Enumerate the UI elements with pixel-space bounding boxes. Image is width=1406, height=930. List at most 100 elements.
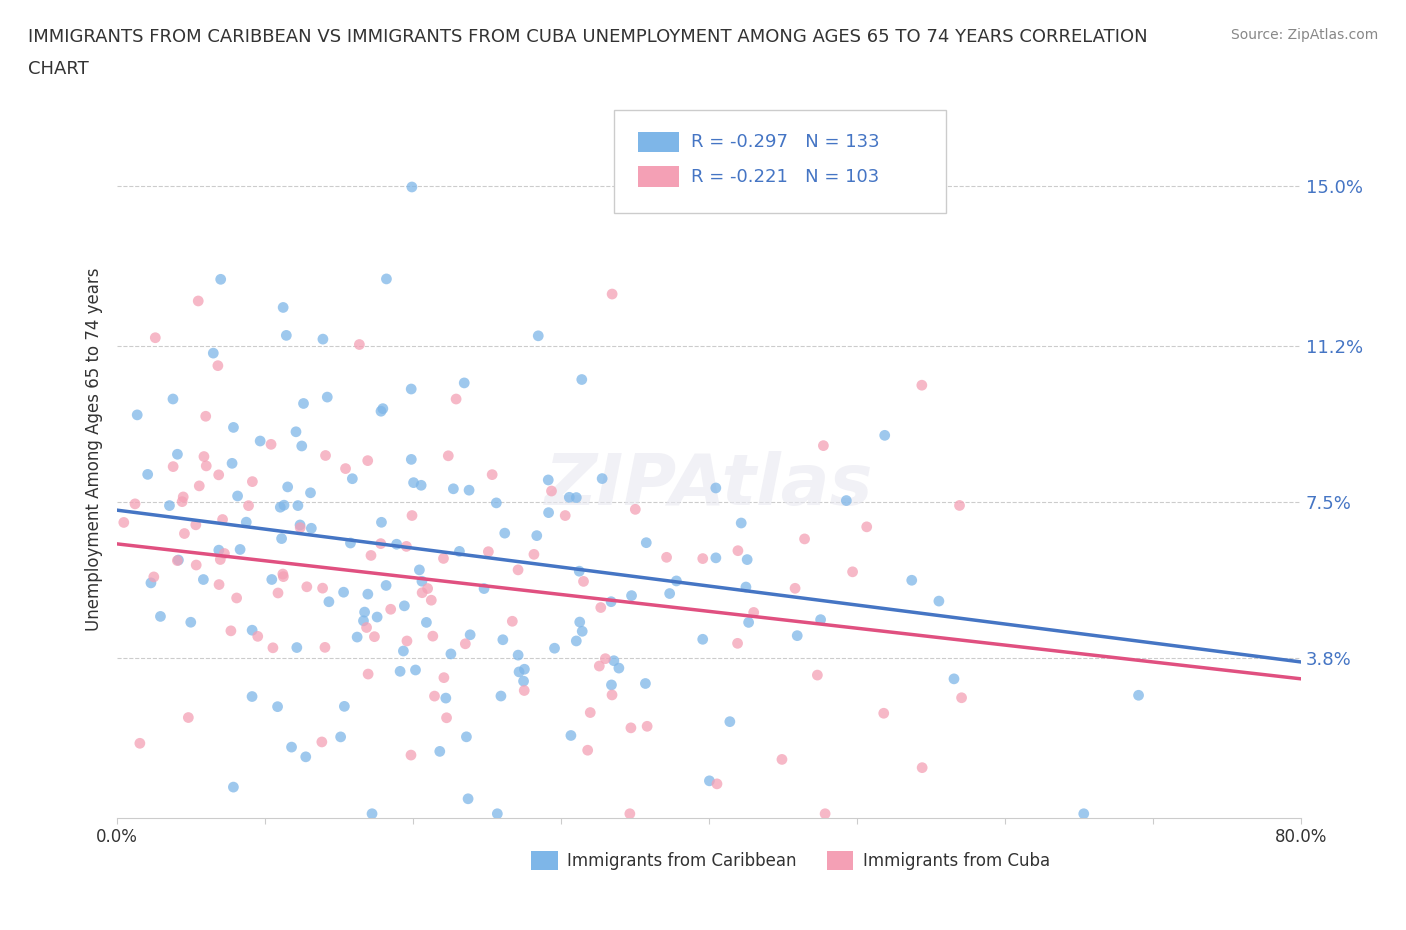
Point [269,499,291,514]
Point [512,673,534,688]
Point [783,581,806,596]
Point [429,744,451,759]
Bar [827,851,853,870]
Point [477,544,499,559]
Point [565,633,588,648]
Point [195,458,218,473]
Text: R = -0.297   N = 133: R = -0.297 N = 133 [692,133,880,151]
Point [568,564,591,578]
Point [143,330,166,345]
Point [349,337,371,352]
Point [636,536,658,551]
Point [395,539,418,554]
Point [579,705,602,720]
Bar [531,851,558,870]
Point [394,598,416,613]
Text: IMMIGRANTS FROM CARIBBEAN VS IMMIGRANTS FROM CUBA UNEMPLOYMENT AMONG AGES 65 TO : IMMIGRANTS FROM CARIBBEAN VS IMMIGRANTS … [28,28,1147,46]
Point [318,594,340,609]
Point [537,472,560,487]
Point [706,777,728,791]
Point [568,615,591,630]
Point [508,647,530,662]
Point [595,651,617,666]
Point [249,433,271,448]
Point [194,409,217,424]
Point [214,546,236,561]
Point [128,736,150,751]
Point [246,629,269,644]
Point [180,615,202,630]
Point [375,578,398,593]
Point [600,687,623,702]
Point [423,688,446,703]
Point [335,461,357,476]
Point [835,493,858,508]
Point [312,332,335,347]
Point [229,542,252,557]
Point [841,565,863,579]
Point [222,420,245,435]
Text: Immigrants from Cuba: Immigrants from Cuba [863,852,1050,870]
Point [458,483,481,498]
Point [730,515,752,530]
Point [634,676,657,691]
Point [928,593,950,608]
Point [727,543,749,558]
Point [401,179,423,194]
Text: Immigrants from Caribbean: Immigrants from Caribbean [567,852,796,870]
Point [704,481,727,496]
Point [526,528,548,543]
Point [692,631,714,646]
Point [375,272,398,286]
Point [727,636,749,651]
Point [911,760,934,775]
Point [360,548,382,563]
Point [315,448,337,463]
Point [911,378,934,392]
Point [202,346,225,361]
Point [139,576,162,591]
Text: CHART: CHART [28,60,89,78]
Point [339,536,361,551]
Text: ZIPAtlas: ZIPAtlas [544,451,873,521]
Point [588,658,610,673]
Point [513,662,536,677]
Point [209,272,232,286]
Point [366,609,388,624]
Point [437,448,460,463]
Point [457,791,479,806]
Point [1073,806,1095,821]
Point [449,544,471,559]
Point [333,699,356,714]
Point [356,620,378,635]
Point [436,711,458,725]
Point [188,478,211,493]
Point [523,547,546,562]
Point [600,594,623,609]
Point [260,572,283,587]
Point [270,531,292,546]
Point [314,640,336,655]
FancyBboxPatch shape [614,110,946,213]
Point [385,537,408,551]
Point [166,446,188,461]
Point [142,569,165,584]
Point [571,624,593,639]
Point [363,630,385,644]
Point [402,475,425,490]
Point [187,294,209,309]
Point [299,485,322,500]
Point [554,508,576,523]
Point [240,474,263,489]
Point [416,581,439,596]
Point [737,615,759,630]
Point [208,578,231,592]
Point [370,537,392,551]
Point [655,550,678,565]
Point [124,497,146,512]
Point [565,490,588,505]
Point [513,683,536,698]
Point [353,604,375,619]
Point [619,806,641,821]
Point [342,472,364,486]
